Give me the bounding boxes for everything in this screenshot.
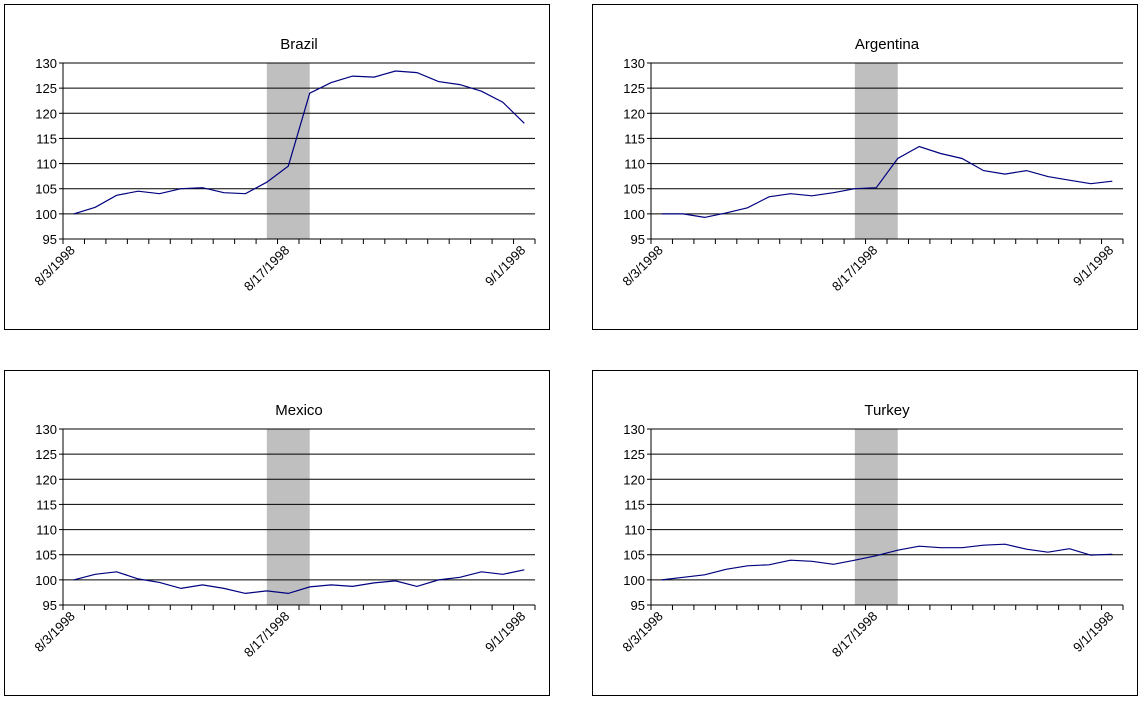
- mexico-x-tick-label: 8/3/1998: [31, 609, 77, 655]
- turkey-y-tick-label: 120: [623, 472, 645, 487]
- argentina-series-line: [661, 145, 1113, 219]
- argentina-y-tick-label: 115: [624, 131, 645, 146]
- chart-panel-mexico: Mexico 95 100 105 110 115 120 125 130 8/3/1998 8/1…: [4, 370, 550, 696]
- argentina-x-tick-label: 8/3/1998: [619, 243, 665, 289]
- mexico-y-tick-label: 115: [36, 497, 57, 512]
- turkey-x-tick-label: 8/17/1998: [829, 609, 881, 661]
- brazil-y-tick-label: 130: [35, 56, 57, 71]
- argentina-y-tick-label: 100: [623, 207, 645, 222]
- mexico-x-tick-label: 8/17/1998: [241, 609, 293, 661]
- turkey-chart-title: Turkey: [864, 402, 910, 419]
- argentina-chart-title: Argentina: [855, 36, 920, 53]
- chart-panel-brazil: Brazil 95 100 105 110 115 120 125 130 8/3/1998 8/1…: [4, 4, 550, 330]
- mexico-y-tick-label: 125: [35, 447, 57, 462]
- chart-panel-argentina: Argentina 95 100 105 110 115 120 125 130 8/3/1998…: [592, 4, 1138, 330]
- chart-svg-argentina: Argentina 95 100 105 110 115 120 125 130 8/3/1998…: [619, 36, 1124, 295]
- brazil-y-tick-label: 105: [35, 182, 57, 197]
- brazil-y-tick-label: 95: [43, 232, 57, 247]
- turkey-y-tick-label: 100: [623, 573, 645, 588]
- turkey-shaded-region: [854, 429, 898, 605]
- mexico-y-tick-label: 100: [35, 573, 57, 588]
- brazil-y-tick-label: 125: [35, 81, 57, 96]
- argentina-x-tick-label: 9/1/1998: [1070, 243, 1116, 289]
- mexico-y-tick-label: 110: [36, 523, 57, 538]
- mexico-y-tick-label: 105: [35, 548, 57, 563]
- turkey-y-tick-label: 95: [631, 598, 645, 613]
- argentina-y-tick-label: 125: [623, 81, 645, 96]
- chart-svg-brazil: Brazil 95 100 105 110 115 120 125 130 8/3/1998 8/1…: [31, 36, 536, 295]
- turkey-x-tick-label: 9/1/1998: [1070, 609, 1116, 655]
- mexico-y-tick-label: 130: [35, 422, 57, 437]
- chart-svg-turkey: Turkey 95 100 105 110 115 120 125 130 8/3/1998 8/1…: [619, 402, 1124, 661]
- mexico-y-tick-label: 95: [43, 598, 57, 613]
- turkey-y-tick-label: 110: [624, 523, 645, 538]
- brazil-x-tick-label: 9/1/1998: [482, 243, 528, 289]
- brazil-y-tick-label: 100: [35, 207, 57, 222]
- brazil-shaded-region: [266, 63, 310, 239]
- turkey-y-tick-label: 115: [624, 497, 645, 512]
- chart-panel-turkey: Turkey 95 100 105 110 115 120 125 130 8/3/1998 8/1…: [592, 370, 1138, 696]
- mexico-series-line: [73, 569, 525, 595]
- argentina-y-tick-label: 120: [623, 106, 645, 121]
- turkey-y-tick-label: 130: [623, 422, 645, 437]
- turkey-y-tick-label: 105: [623, 548, 645, 563]
- brazil-x-tick-label: 8/3/1998: [31, 243, 77, 289]
- argentina-y-tick-label: 105: [623, 182, 645, 197]
- mexico-chart-title: Mexico: [275, 402, 323, 419]
- brazil-series-line: [73, 70, 525, 215]
- mexico-shaded-region: [266, 429, 310, 605]
- turkey-series-line: [661, 543, 1113, 581]
- chart-svg-mexico: Mexico 95 100 105 110 115 120 125 130 8/3/1998 8/1…: [31, 402, 536, 661]
- argentina-shaded-region: [854, 63, 898, 239]
- argentina-x-tick-label: 8/17/1998: [829, 243, 881, 295]
- turkey-y-tick-label: 125: [623, 447, 645, 462]
- brazil-y-tick-label: 115: [36, 131, 57, 146]
- mexico-x-tick-label: 9/1/1998: [482, 609, 528, 655]
- argentina-y-tick-label: 95: [631, 232, 645, 247]
- brazil-y-tick-label: 120: [35, 106, 57, 121]
- argentina-y-tick-label: 130: [623, 56, 645, 71]
- brazil-y-tick-label: 110: [36, 157, 57, 172]
- argentina-y-tick-label: 110: [624, 157, 645, 172]
- brazil-x-tick-label: 8/17/1998: [241, 243, 293, 295]
- mexico-y-tick-label: 120: [35, 472, 57, 487]
- brazil-chart-title: Brazil: [280, 36, 318, 53]
- turkey-x-tick-label: 8/3/1998: [619, 609, 665, 655]
